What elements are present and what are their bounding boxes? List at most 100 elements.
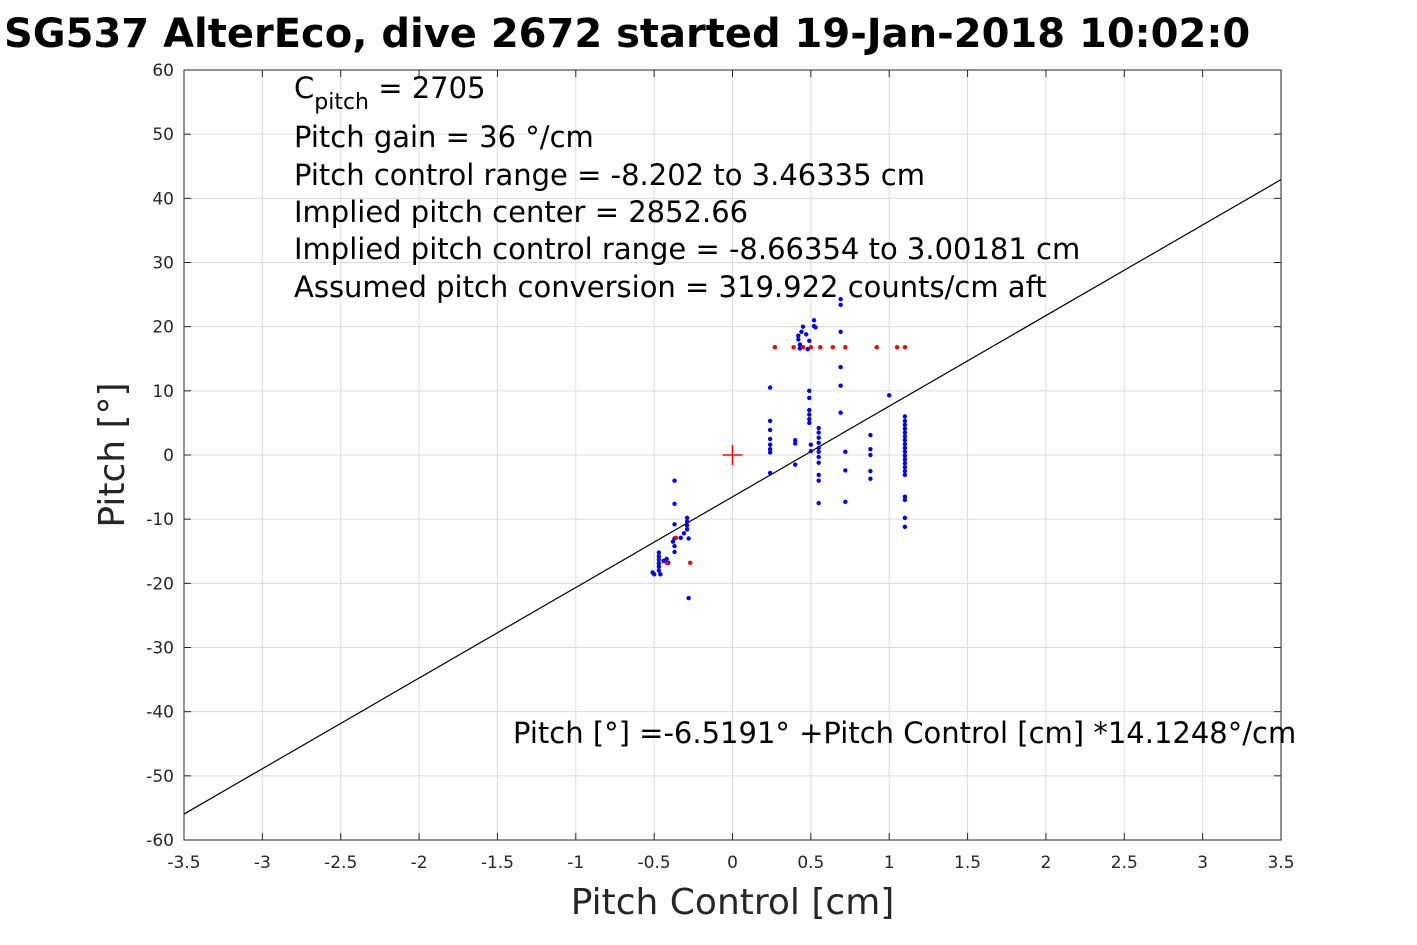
- data-point-red: [808, 345, 814, 350]
- y-tick-label: 50: [152, 125, 174, 145]
- y-tick-label: -10: [146, 510, 174, 530]
- data-point-blue: [902, 461, 908, 466]
- data-point-blue: [843, 499, 848, 505]
- data-point-blue: [902, 457, 908, 462]
- x-tick-label: -3.5: [167, 853, 200, 873]
- data-point-blue: [807, 388, 812, 394]
- chart-title: SG537 AlterEco, dive 2672 started 19-Jan…: [4, 11, 1250, 57]
- data-point-blue: [816, 454, 821, 460]
- axis-ticks: -3.5 -3 -2.5 -2 -1.5 -1 -0.5 0 0.5 1 1.5 2 2.5 3 3.5 -6…: [146, 61, 1294, 873]
- data-point-blue: [808, 442, 814, 447]
- data-point-blue: [767, 427, 773, 433]
- x-tick-label: 2.5: [1111, 853, 1138, 873]
- data-point-blue: [807, 416, 812, 422]
- data-point-blue: [813, 325, 818, 330]
- data-point-blue: [868, 432, 873, 438]
- data-point-red: [874, 345, 879, 350]
- center-marker-layer: [722, 445, 743, 465]
- data-point-blue: [902, 524, 908, 530]
- data-point-blue: [656, 550, 662, 555]
- data-point-blue: [807, 420, 812, 426]
- data-point-blue: [796, 333, 801, 338]
- data-point-blue: [902, 445, 908, 451]
- data-point-blue: [811, 318, 817, 323]
- data-point-blue: [684, 527, 690, 532]
- data-point-blue: [800, 324, 806, 329]
- x-tick-label: -1.5: [481, 853, 514, 873]
- data-point-blue: [868, 476, 873, 481]
- data-point-blue: [684, 515, 690, 521]
- x-tick-label: -2: [411, 853, 428, 873]
- data-point-red: [687, 560, 693, 565]
- data-point-blue: [686, 536, 691, 541]
- data-point-blue: [767, 450, 773, 455]
- data-point-red: [664, 560, 669, 565]
- data-point-blue: [792, 441, 798, 446]
- x-tick-label: 0: [727, 853, 738, 873]
- data-point-red: [902, 345, 908, 350]
- data-point-blue: [672, 501, 677, 506]
- data-point-blue: [807, 407, 812, 413]
- data-point-blue: [816, 460, 821, 465]
- data-point-blue: [843, 468, 848, 473]
- x-tick-label: -2.5: [324, 853, 357, 873]
- data-point-blue: [902, 426, 908, 431]
- x-tick-label: -3: [254, 853, 271, 873]
- data-point-blue: [902, 449, 908, 454]
- data-point-blue: [902, 430, 908, 435]
- data-point-blue: [902, 494, 908, 499]
- data-point-blue: [664, 556, 669, 562]
- data-point-blue: [803, 332, 809, 337]
- x-tick-label: -0.5: [638, 853, 671, 873]
- data-point-blue: [902, 497, 908, 503]
- assumed-pitch-conversion-annotation: Assumed pitch conversion = 319.922 count…: [294, 270, 1047, 304]
- y-tick-label: -30: [146, 639, 174, 659]
- scatter-points: [650, 296, 908, 601]
- grid-lines: [183, 69, 1282, 841]
- x-tick-label: -1: [567, 853, 584, 873]
- fit-line-layer: [183, 179, 1282, 815]
- c-pitch-value: = 2705: [369, 71, 486, 105]
- data-point-blue: [887, 393, 892, 398]
- data-point-blue: [656, 568, 662, 573]
- data-point-blue: [686, 595, 691, 601]
- data-point-blue: [816, 425, 821, 431]
- data-point-red: [818, 345, 823, 350]
- x-tick-label: 0.5: [797, 853, 824, 873]
- c-pitch-annotation: Cpitch = 2705: [294, 71, 486, 115]
- data-point-blue: [799, 329, 804, 334]
- data-point-blue: [902, 441, 908, 447]
- data-point-blue: [656, 557, 662, 562]
- x-tick-label: 3: [1197, 853, 1208, 873]
- y-tick-label: 30: [152, 254, 174, 274]
- data-point-blue: [816, 478, 821, 483]
- data-point-blue: [868, 468, 873, 474]
- y-tick-label: 10: [152, 382, 174, 402]
- data-point-blue: [767, 470, 773, 476]
- data-point-blue: [868, 447, 873, 452]
- data-point-red: [800, 345, 806, 350]
- data-point-blue: [902, 464, 908, 470]
- data-point-blue: [902, 434, 908, 439]
- x-tick-label: 1.5: [954, 853, 981, 873]
- y-tick-label: 0: [163, 446, 174, 466]
- x-tick-label: 1: [884, 853, 895, 873]
- data-point-blue: [672, 478, 677, 483]
- data-point-blue: [902, 418, 908, 424]
- fit-equation-annotation: Pitch [°] =-6.5191° +Pitch Control [cm] …: [513, 716, 1296, 750]
- data-point-blue: [816, 445, 821, 451]
- c-pitch-main: C: [294, 71, 314, 105]
- data-point-blue: [767, 436, 773, 442]
- data-point-blue: [838, 364, 843, 370]
- x-axis-label: Pitch Control [cm]: [571, 882, 895, 923]
- data-point-blue: [684, 523, 690, 528]
- x-tick-label: 3.5: [1267, 853, 1294, 873]
- data-point-red: [673, 535, 679, 540]
- data-point-blue: [816, 500, 821, 506]
- y-tick-label: 20: [152, 318, 174, 338]
- data-point-blue: [902, 422, 908, 428]
- data-point-blue: [902, 438, 908, 443]
- data-point-blue: [767, 418, 773, 424]
- data-point-blue: [816, 440, 821, 446]
- c-pitch-subscript: pitch: [314, 90, 369, 115]
